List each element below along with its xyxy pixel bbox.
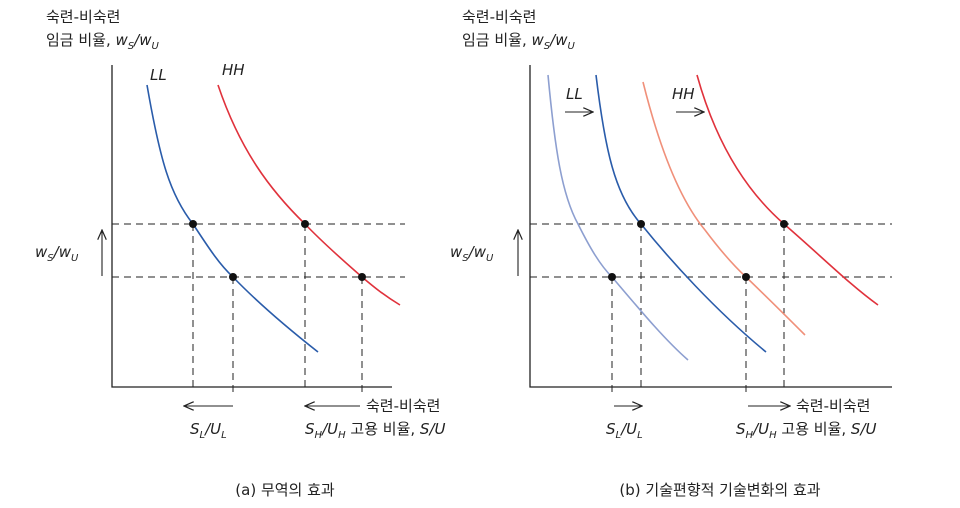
text-part: L: [637, 430, 643, 441]
ll-curve: [595, 74, 767, 353]
text-part: w: [35, 243, 48, 261]
y-marker: wS/wU: [35, 243, 79, 264]
text-part: U: [567, 41, 575, 52]
text-part: S: [606, 420, 616, 438]
x-marker: SL/UL: [606, 420, 643, 441]
y-label: 임금 비율, wS/wU: [46, 31, 159, 52]
panel-b: 숙련-비숙련 임금 비율, wS/wU LL HH wS/wU 숙련-비숙련 S…: [450, 8, 892, 499]
curve-label: HH: [672, 85, 695, 103]
y-marker: wS/wU: [450, 243, 494, 264]
text-part: H: [338, 430, 346, 441]
text-part: /w: [52, 243, 72, 261]
text-part: S: [128, 41, 135, 52]
text-part: S/U: [851, 420, 877, 438]
guide-lines: [112, 223, 405, 392]
text-part: L: [200, 430, 206, 441]
panel-a: 숙련-비숙련 임금 비율, wS/wU LL HH wS/wU 숙련-비숙련 S…: [35, 8, 445, 499]
text-part: S: [190, 420, 200, 438]
curve-label: LL: [150, 66, 167, 84]
y-label: 숙련-비숙련: [462, 8, 536, 26]
curve-label: LL: [566, 85, 583, 103]
y-label: 임금 비율, wS/wU: [462, 31, 575, 52]
text-part: w: [116, 31, 129, 49]
x-marker: SL/UL: [190, 420, 227, 441]
text-part: /U: [751, 420, 769, 438]
points: [608, 220, 788, 281]
x-label: 숙련-비숙련: [366, 397, 440, 415]
text-part: S: [462, 253, 469, 264]
text-part: /w: [467, 243, 487, 261]
text-part: H: [315, 430, 323, 441]
x-label: SH/UH 고용 비율, S/U: [305, 420, 445, 441]
text-part: w: [450, 243, 463, 261]
text-part: /w: [132, 31, 152, 49]
curve-label: HH: [222, 61, 245, 79]
hh-curve: [696, 74, 879, 306]
text-part: /U: [619, 420, 637, 438]
caption: (a) 무역의 효과: [235, 481, 335, 499]
text-part: U: [71, 253, 79, 264]
x-label: SH/UH 고용 비율, S/U: [736, 420, 876, 441]
text-part: S/U: [420, 420, 446, 438]
text-part: S: [736, 420, 746, 438]
text-part: S: [305, 420, 315, 438]
text-part: /w: [548, 31, 568, 49]
text-part: H: [769, 430, 777, 441]
text-part: U: [151, 41, 159, 52]
y-label: 숙련-비숙련: [46, 8, 120, 26]
x-label: 숙련-비숙련: [796, 397, 870, 415]
text-part: U: [486, 253, 494, 264]
caption: (b) 기술편향적 기술변화의 효과: [619, 481, 820, 499]
ll-curve: [146, 84, 319, 353]
text-part: 고용 비율,: [777, 420, 851, 438]
text-part: L: [616, 430, 622, 441]
axes: [529, 65, 892, 388]
ll-old-curve: [547, 74, 689, 361]
text-part: /U: [320, 420, 338, 438]
text-part: 임금 비율,: [46, 31, 116, 49]
text-part: /U: [203, 420, 221, 438]
text-part: 고용 비율,: [346, 420, 420, 438]
hh-old-curve: [642, 81, 806, 336]
text-part: S: [544, 41, 551, 52]
text-part: L: [221, 430, 227, 441]
axes: [111, 65, 392, 388]
points: [189, 220, 366, 281]
text-part: H: [746, 430, 754, 441]
guide-lines: [530, 223, 892, 392]
text-part: 임금 비율,: [462, 31, 532, 49]
text-part: w: [532, 31, 545, 49]
hh-curve: [217, 84, 401, 306]
text-part: S: [47, 253, 54, 264]
